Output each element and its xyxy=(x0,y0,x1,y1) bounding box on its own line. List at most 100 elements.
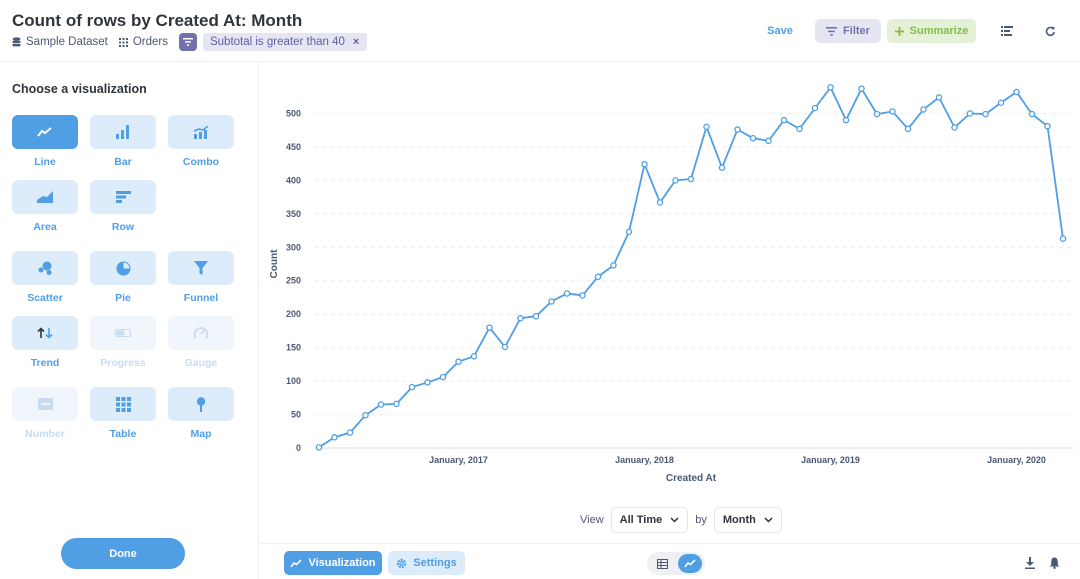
download-button[interactable] xyxy=(1022,555,1038,571)
filter-lines-icon xyxy=(182,38,193,46)
filter-button[interactable]: Filter xyxy=(815,19,881,43)
visualization-button-label: Visualization xyxy=(308,557,376,569)
pie-chart-icon xyxy=(116,261,130,275)
breadcrumb: Sample Dataset Orders Subtotal is greate… xyxy=(12,33,368,51)
data-point xyxy=(408,383,416,391)
trend-icon xyxy=(37,327,53,339)
breadcrumb-table[interactable]: Orders xyxy=(118,36,168,48)
viz-option-combo-label: Combo xyxy=(182,156,220,168)
data-point xyxy=(842,116,850,124)
viz-option-funnel[interactable]: Funnel xyxy=(168,251,234,304)
viz-option-pie[interactable]: Pie xyxy=(90,251,156,304)
table-icon xyxy=(656,558,668,569)
breadcrumb-database[interactable]: Sample Dataset xyxy=(12,36,108,48)
show-editor-button[interactable] xyxy=(996,19,1018,43)
data-point xyxy=(455,358,462,365)
filter-toggle[interactable] xyxy=(178,33,197,51)
viz-option-trend[interactable]: Trend xyxy=(12,316,78,369)
data-point xyxy=(656,199,664,206)
gear-icon xyxy=(397,558,407,568)
view-select[interactable]: All Time xyxy=(610,507,689,533)
data-point xyxy=(393,400,400,408)
data-point xyxy=(424,379,431,386)
settings-button[interactable]: Settings xyxy=(388,551,465,575)
gauge-icon xyxy=(193,327,209,339)
summarize-button-label: Summarize xyxy=(909,25,969,37)
data-point xyxy=(486,324,493,331)
viz-option-table[interactable]: Table xyxy=(90,387,156,440)
y-tick-label: 300 xyxy=(286,242,301,252)
viz-option-funnel-label: Funnel xyxy=(183,292,219,304)
viz-option-gauge-label: Gauge xyxy=(184,357,218,369)
breadcrumb-database-label: Sample Dataset xyxy=(26,36,108,48)
progress-icon xyxy=(115,329,131,337)
filter-pill-label: Subtotal is greater than 40 xyxy=(209,36,345,48)
viz-option-map[interactable]: Map xyxy=(168,387,234,440)
y-tick-label: 500 xyxy=(286,108,301,118)
plus-icon xyxy=(894,26,904,36)
chart-area: 0 50 100 150 200 250 300 350 400 450 500 January, 2… xyxy=(260,63,1080,543)
data-point xyxy=(346,429,354,436)
data-point xyxy=(796,125,803,133)
x-tick-label: January, 2017 xyxy=(429,455,488,465)
granularity-select[interactable]: Month xyxy=(713,507,782,533)
filter-pill[interactable]: Subtotal is greater than 40 × xyxy=(202,33,368,51)
table-icon xyxy=(115,396,131,412)
table-view-toggle[interactable] xyxy=(650,554,674,573)
bar-chart-icon xyxy=(116,125,129,139)
viz-option-trend-label: Trend xyxy=(30,357,60,369)
viz-option-progress[interactable]: Progress xyxy=(90,316,156,369)
viz-option-number[interactable]: Number xyxy=(12,387,78,440)
chevron-down-icon xyxy=(764,517,773,523)
viz-option-line[interactable]: Line xyxy=(12,115,78,168)
list-editor-icon xyxy=(1001,26,1013,36)
save-button[interactable]: Save xyxy=(767,25,793,37)
sidebar-title: Choose a visualization xyxy=(12,82,147,96)
data-point xyxy=(377,401,385,408)
data-point xyxy=(997,99,1005,106)
view-select-value: All Time xyxy=(619,514,663,526)
close-icon[interactable]: × xyxy=(352,36,360,48)
viz-option-bar[interactable]: Bar xyxy=(90,115,156,168)
page-title: Count of rows by Created At: Month xyxy=(12,11,303,30)
viz-option-combo[interactable]: Combo xyxy=(168,115,234,168)
y-tick-label: 100 xyxy=(286,376,301,386)
data-point xyxy=(718,164,726,171)
refresh-button[interactable] xyxy=(1039,19,1061,43)
viz-option-area-label: Area xyxy=(33,221,57,233)
viz-option-scatter[interactable]: Scatter xyxy=(12,251,78,304)
done-button[interactable]: Done xyxy=(61,538,185,569)
visualization-sidebar: Choose a visualization Line Bar Combo Ar… xyxy=(0,63,259,579)
data-point xyxy=(517,314,524,322)
data-point xyxy=(703,123,710,131)
viz-option-area[interactable]: Area xyxy=(12,180,78,233)
viz-option-bar-label: Bar xyxy=(114,156,132,168)
funnel-icon xyxy=(194,261,208,275)
data-point xyxy=(951,124,958,131)
viz-option-gauge[interactable]: Gauge xyxy=(168,316,234,369)
table-grid-icon xyxy=(118,37,128,47)
summarize-button[interactable]: Summarize xyxy=(887,19,976,43)
chart-view-toggle[interactable] xyxy=(678,554,702,573)
download-icon xyxy=(1025,557,1035,569)
visualization-button[interactable]: Visualization xyxy=(284,551,382,575)
viz-option-row[interactable]: Row xyxy=(90,180,156,233)
x-tick-label: January, 2019 xyxy=(801,455,860,465)
data-point xyxy=(1028,110,1036,118)
alert-button[interactable] xyxy=(1046,555,1062,571)
data-point xyxy=(1013,88,1020,96)
data-point xyxy=(982,110,989,118)
y-axis-title: Count xyxy=(269,249,280,279)
data-point xyxy=(501,343,509,351)
line-chart-icon xyxy=(290,558,303,567)
filter-lines-icon xyxy=(826,26,838,36)
database-icon xyxy=(12,37,21,47)
viz-option-number-label: Number xyxy=(25,428,65,440)
viz-option-pie-label: Pie xyxy=(115,292,131,304)
data-point xyxy=(610,262,617,269)
data-point xyxy=(439,373,447,381)
combo-chart-icon xyxy=(193,125,208,139)
data-point xyxy=(563,290,571,297)
viz-option-map-label: Map xyxy=(190,428,212,440)
data-point xyxy=(641,161,648,168)
